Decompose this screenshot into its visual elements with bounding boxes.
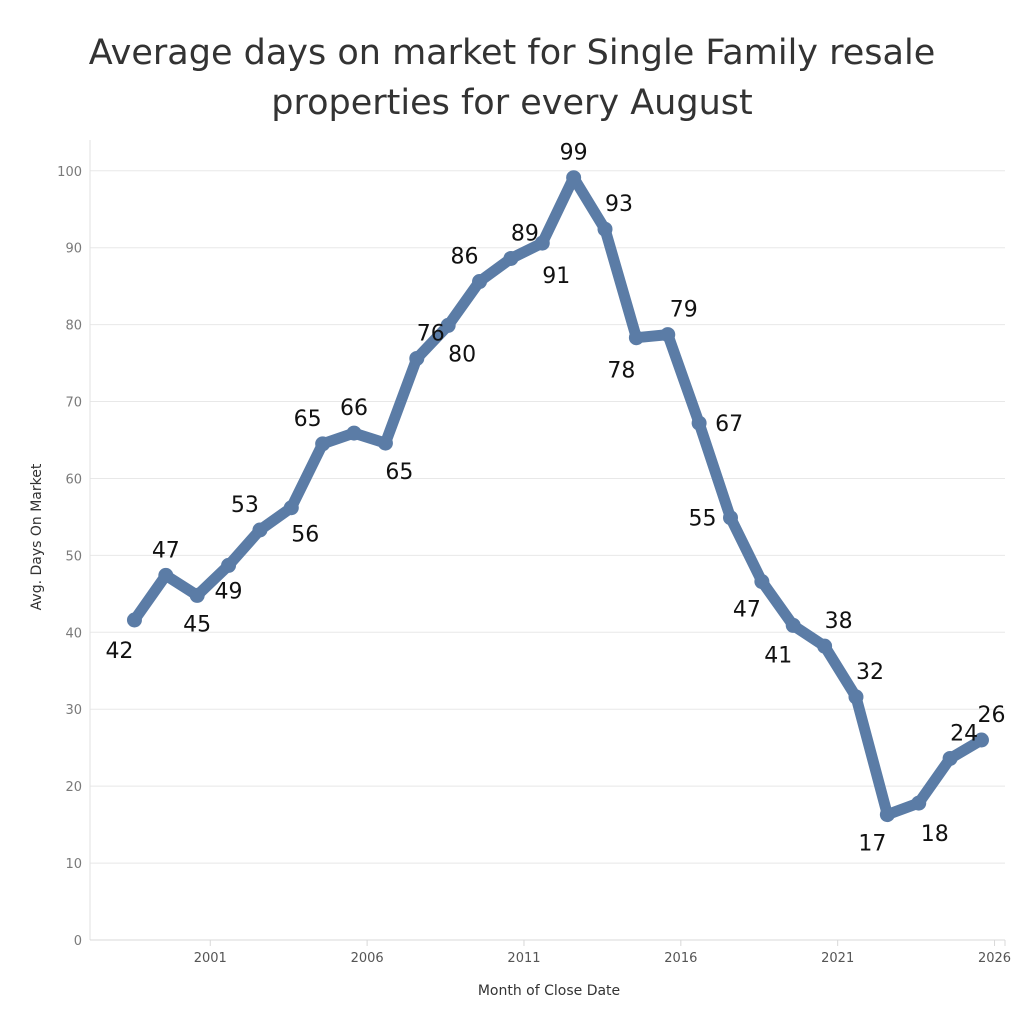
y-tick-label: 0 xyxy=(74,934,82,949)
data-point xyxy=(409,350,425,366)
data-label: 47 xyxy=(152,538,180,563)
data-point xyxy=(158,567,174,583)
data-point xyxy=(723,510,738,526)
data-label: 49 xyxy=(215,579,243,604)
data-point xyxy=(534,235,550,251)
x-tick-label: 2016 xyxy=(664,951,697,966)
data-point xyxy=(346,425,362,441)
data-label: 80 xyxy=(448,342,476,367)
data-label: 53 xyxy=(231,493,259,518)
y-tick-label: 60 xyxy=(65,472,82,487)
data-point xyxy=(754,574,770,590)
data-label: 24 xyxy=(950,721,978,746)
y-tick-label: 30 xyxy=(65,703,82,718)
data-point xyxy=(440,317,456,333)
data-label: 18 xyxy=(921,822,949,847)
data-label: 26 xyxy=(977,703,1005,728)
series-line-group xyxy=(128,172,987,821)
chart-title: Average days on market for Single Family… xyxy=(0,28,1024,128)
data-label: 66 xyxy=(340,396,368,421)
data-label: 65 xyxy=(385,460,413,485)
data-point xyxy=(785,617,801,633)
x-tick-label: 2011 xyxy=(507,951,540,966)
axes xyxy=(89,140,1006,946)
data-point xyxy=(566,170,582,186)
data-point xyxy=(315,436,331,452)
chart-title-line-1: Average days on market for Single Family… xyxy=(88,33,936,73)
data-label: 99 xyxy=(560,141,588,166)
data-label: 65 xyxy=(294,407,322,432)
data-point xyxy=(973,732,989,748)
data-point xyxy=(848,689,864,705)
data-point xyxy=(221,557,237,573)
x-tick-label: 2001 xyxy=(194,951,227,966)
y-tick-label: 80 xyxy=(65,319,82,334)
data-label: 79 xyxy=(670,298,698,323)
data-label: 32 xyxy=(856,660,884,685)
x-axis-ticks: 2001 2006 2011 2016 2021 2026 xyxy=(194,940,1011,966)
data-point xyxy=(503,250,519,266)
data-point xyxy=(911,795,927,811)
data-label: 42 xyxy=(105,639,133,664)
data-label: 55 xyxy=(689,507,717,532)
data-label: 89 xyxy=(511,221,539,246)
x-tick-label: 2021 xyxy=(821,951,854,966)
data-point xyxy=(377,435,393,451)
x-axis-title: Month of Close Date xyxy=(478,983,620,999)
data-label: 45 xyxy=(183,612,211,637)
chart-title-line-2: properties for every August xyxy=(271,83,753,123)
data-label: 67 xyxy=(715,412,743,437)
data-label: 76 xyxy=(417,321,445,346)
data-point xyxy=(628,330,644,346)
data-label: 78 xyxy=(607,359,635,384)
data-label: 91 xyxy=(542,264,570,289)
data-point xyxy=(252,522,268,538)
y-axis-ticks: 0 10 20 30 40 50 60 70 80 90 100 xyxy=(57,165,82,949)
data-point xyxy=(283,500,299,516)
y-tick-label: 20 xyxy=(65,780,82,795)
data-point xyxy=(597,221,613,237)
data-point xyxy=(817,638,833,654)
y-tick-label: 70 xyxy=(65,396,82,411)
y-tick-label: 10 xyxy=(65,857,82,872)
data-label: 47 xyxy=(733,598,761,623)
data-point xyxy=(126,612,142,628)
data-label: 41 xyxy=(764,643,792,668)
data-label: 93 xyxy=(605,192,633,217)
x-tick-label: 2006 xyxy=(351,951,384,966)
data-point xyxy=(660,327,676,343)
data-point xyxy=(691,415,707,431)
data-point xyxy=(879,807,895,823)
y-tick-label: 50 xyxy=(65,549,82,564)
y-axis-title: Avg. Days On Market xyxy=(29,463,45,610)
y-tick-label: 100 xyxy=(57,165,82,180)
data-label: 38 xyxy=(825,609,853,634)
y-tick-label: 40 xyxy=(65,626,82,641)
data-label: 86 xyxy=(451,245,479,270)
x-tick-label: 2026 xyxy=(978,951,1011,966)
data-point xyxy=(189,587,205,603)
data-label: 17 xyxy=(858,832,886,857)
data-points xyxy=(126,170,989,823)
series-line xyxy=(128,172,987,821)
y-tick-label: 90 xyxy=(65,242,82,257)
data-label: 56 xyxy=(291,523,319,548)
data-point xyxy=(942,750,958,766)
data-point xyxy=(472,274,488,290)
